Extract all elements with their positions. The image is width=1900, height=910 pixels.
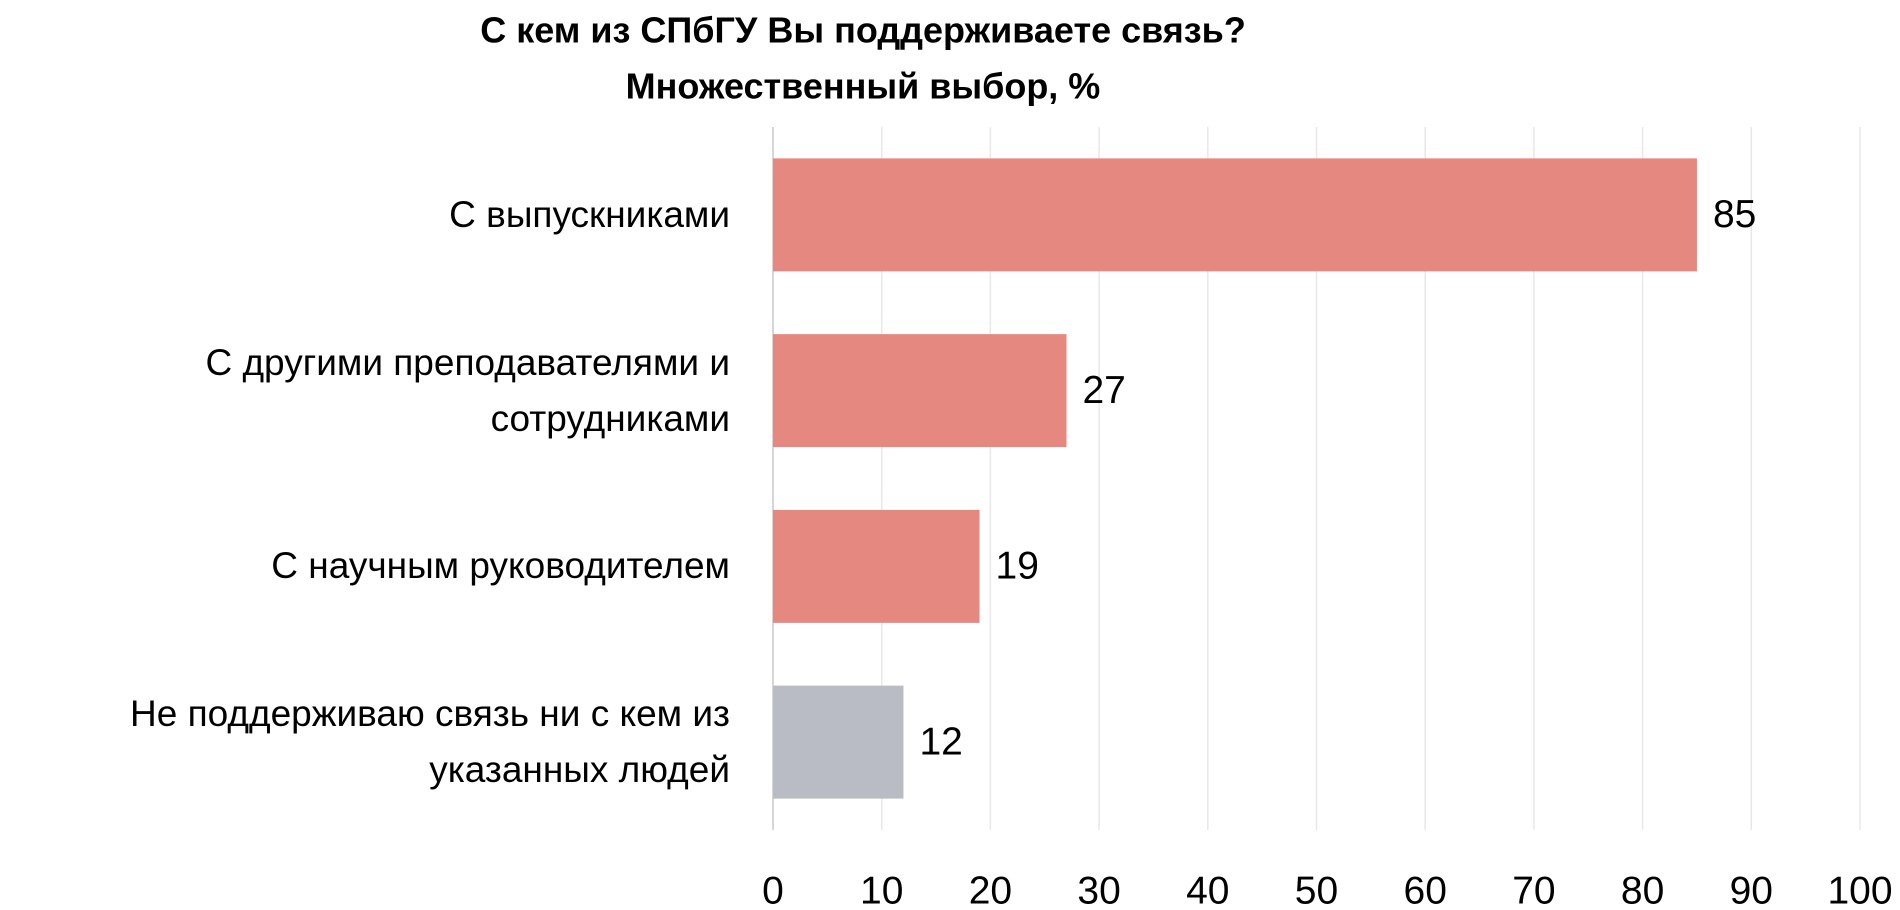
x-tick-label: 30 bbox=[1077, 869, 1120, 910]
data-label: 27 bbox=[1082, 369, 1125, 412]
x-tick-label: 0 bbox=[762, 869, 784, 910]
x-tick-label: 10 bbox=[860, 869, 903, 910]
x-tick-label: 50 bbox=[1295, 869, 1338, 910]
y-tick-label: С научным руководителем bbox=[271, 545, 730, 587]
y-tick-label: С выпускниками bbox=[449, 193, 730, 235]
x-tick-label: 60 bbox=[1404, 869, 1447, 910]
x-tick-label: 80 bbox=[1621, 869, 1664, 910]
bar bbox=[773, 334, 1067, 448]
x-tick-label: 20 bbox=[969, 869, 1012, 910]
x-tick-label: 40 bbox=[1186, 869, 1229, 910]
data-label: 12 bbox=[919, 720, 962, 763]
y-tick-label: Не поддерживаю связь ни с кем из указанн… bbox=[130, 693, 730, 791]
x-tick-label: 100 bbox=[1827, 869, 1892, 910]
chart-title: С кем из СПбГУ Вы поддерживаете связь? bbox=[480, 10, 1246, 51]
data-label: 85 bbox=[1713, 193, 1756, 236]
bar bbox=[773, 509, 980, 623]
x-tick-label: 90 bbox=[1730, 869, 1773, 910]
data-label: 19 bbox=[996, 545, 1039, 588]
x-tick-label: 70 bbox=[1512, 869, 1555, 910]
chart-subtitle: Множественный выбор, % bbox=[626, 66, 1101, 107]
y-tick-label: С другими преподавателями и сотрудниками bbox=[205, 341, 730, 439]
bar bbox=[773, 685, 904, 799]
bar bbox=[773, 158, 1697, 272]
